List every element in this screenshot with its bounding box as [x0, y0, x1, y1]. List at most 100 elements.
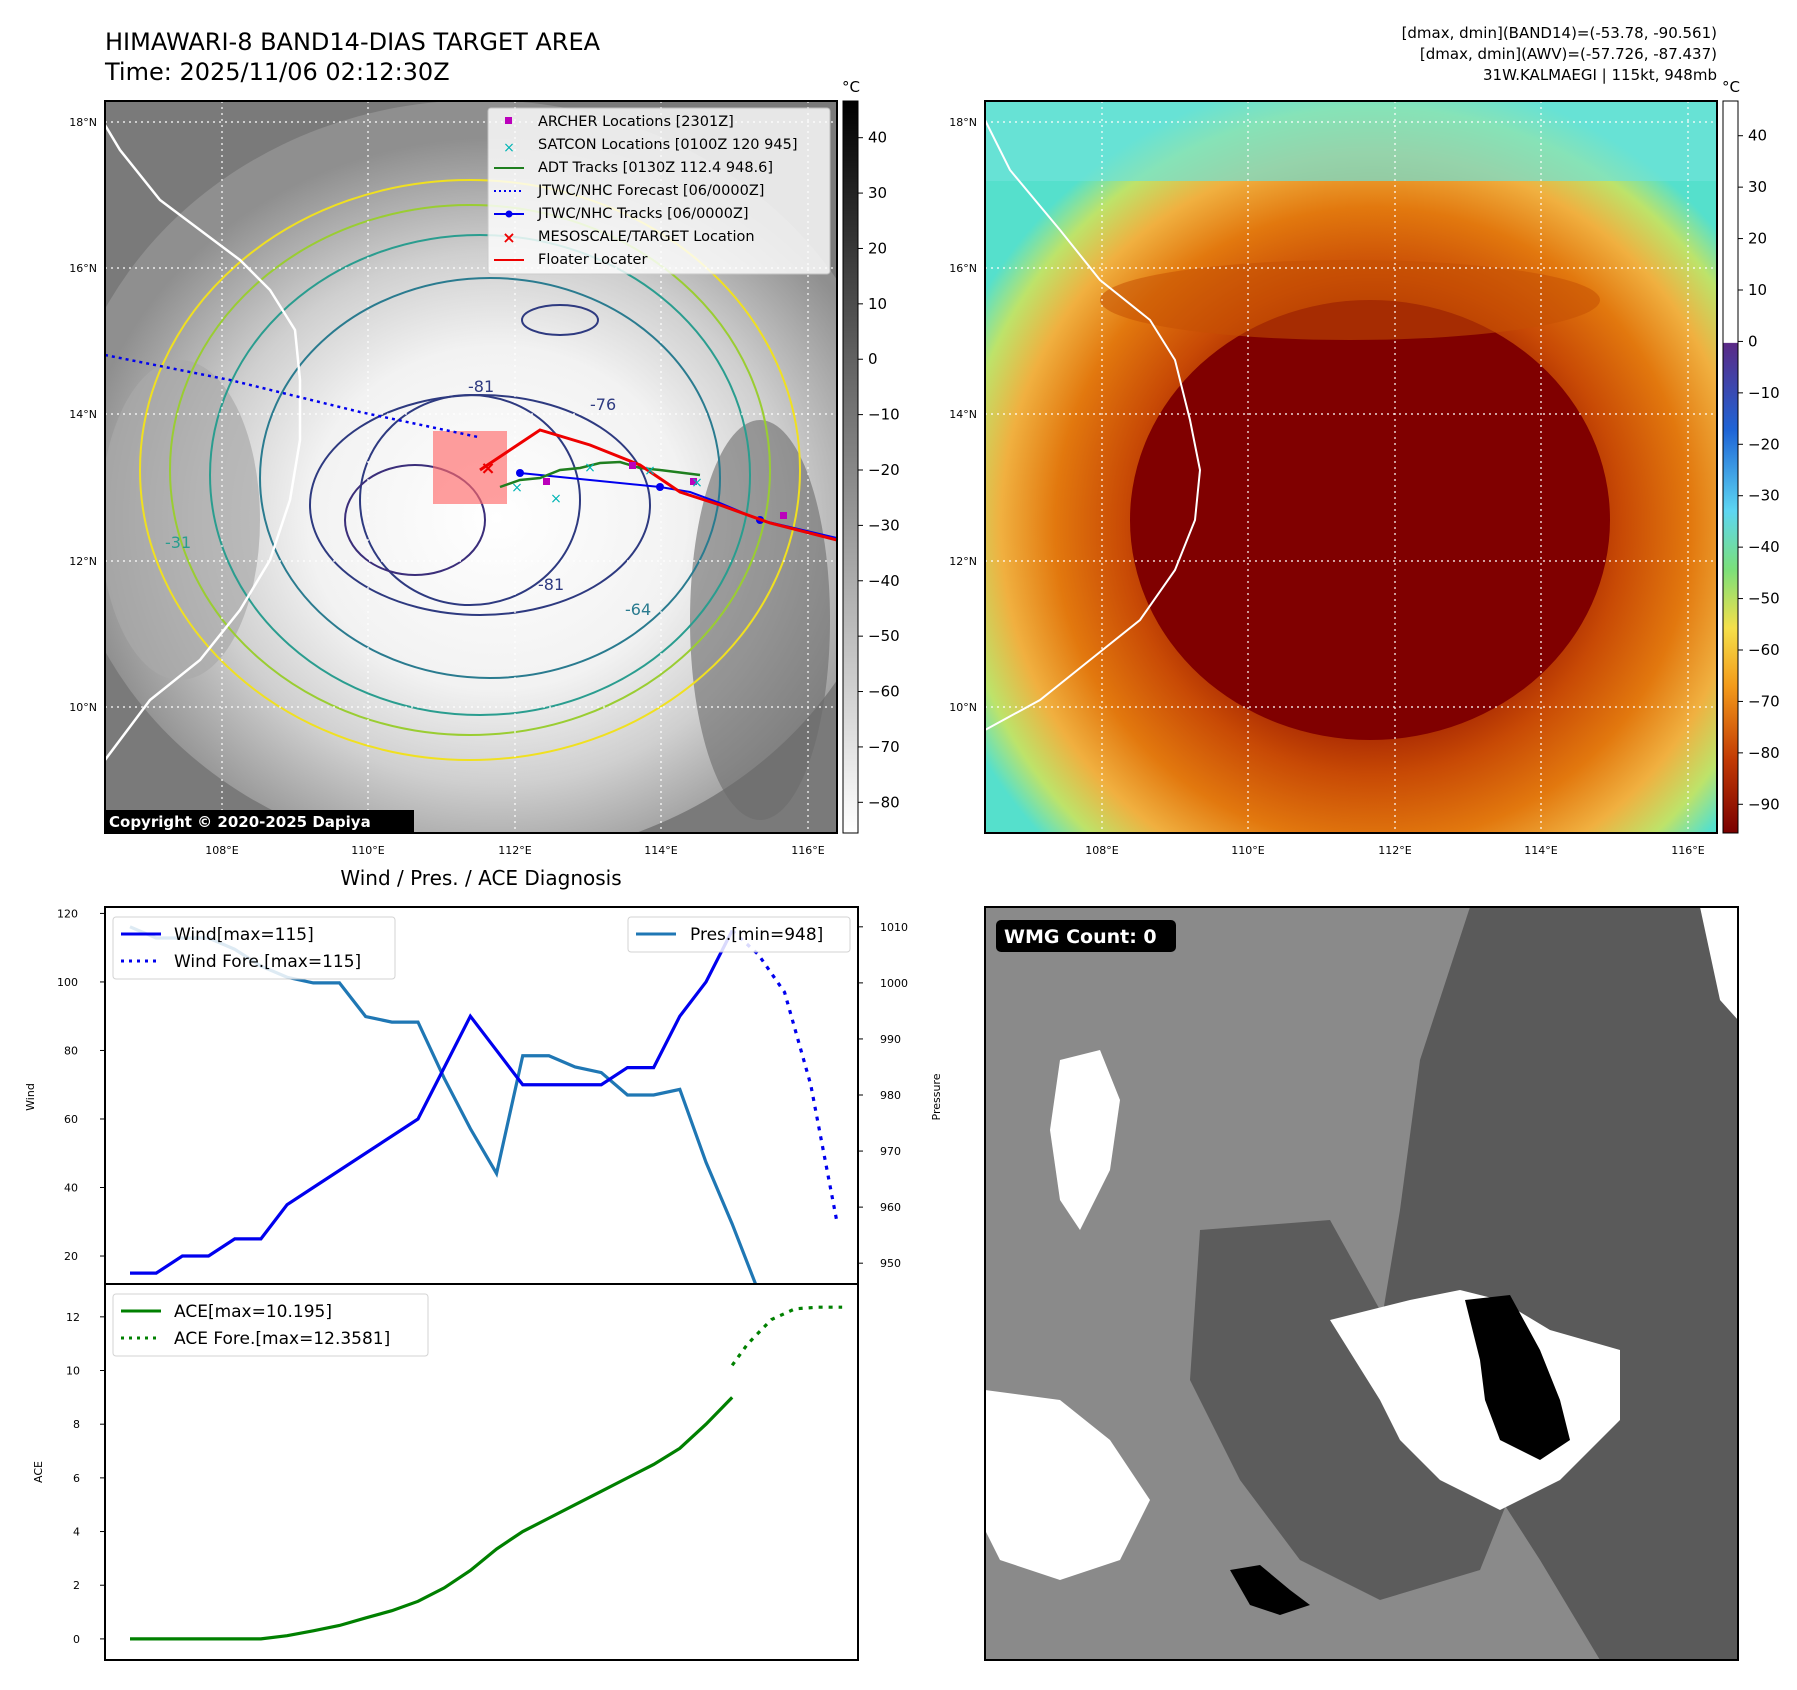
wmg-white-region-top — [1050, 1050, 1120, 1230]
awv-lon-label: 110°E — [1231, 844, 1264, 857]
ir-colorbar-tick-label: −60 — [868, 683, 900, 701]
satcon-marker: × — [550, 491, 562, 507]
pressure-y-tick-label: 980 — [880, 1089, 901, 1102]
wind-y-ticks: 20 40 60 80 100 120 — [57, 907, 105, 1263]
awv-map-image — [985, 101, 1717, 833]
legend-label-floater: Floater Locater — [538, 252, 647, 268]
ir-lat-label: 14°N — [69, 408, 97, 421]
awv-colorbar — [1722, 100, 1739, 834]
awv-coastline — [985, 119, 1202, 731]
legend-label-wind-forecast: Wind Fore.[max=115] — [174, 952, 361, 972]
adt-track-line — [499, 460, 701, 489]
legend-label-archer: ARCHER Locations [2301Z] — [538, 114, 734, 130]
ir-colorbar-tick-label: −50 — [868, 627, 900, 645]
ir-colorbar-tick-label: 0 — [868, 350, 878, 368]
wmg-black-region — [1465, 1295, 1570, 1460]
satcon-marker: × — [691, 475, 703, 491]
wmg-frame — [984, 906, 1739, 1661]
awv-lon-label: 114°E — [1524, 844, 1557, 857]
wmg-dark-region — [1380, 907, 1738, 1660]
ace-y-label: ACE — [32, 1461, 45, 1483]
awv-lon-label: 112°E — [1378, 844, 1411, 857]
coastline — [105, 124, 302, 761]
ace-line — [130, 1396, 734, 1641]
legend-icon-archer — [505, 117, 512, 124]
awv-colorbar-tick-label: 30 — [1748, 178, 1767, 196]
wmg-count-text: WMG Count: 0 — [1004, 926, 1157, 948]
ir-lon-label: 108°E — [205, 844, 238, 857]
jtwc-forecast-line — [105, 353, 479, 439]
ir-lat-labels: 18°N 16°N 14°N 12°N 10°N — [69, 116, 97, 714]
awv-colorbar-ticks: 40 30 20 10 0 −10 −20 −30 −40 −50 −60 −70 −80 −90 — [1738, 127, 1780, 813]
ir-colorbar-tick-label: 30 — [868, 184, 887, 202]
ir-lon-label: 112°E — [498, 844, 531, 857]
legend-label-pressure: Pres.[min=948] — [690, 925, 823, 945]
ir-colorbar-tick-label: −80 — [868, 793, 900, 811]
contour-dark3 — [344, 464, 486, 576]
legend-label-ace-forecast: ACE Fore.[max=12.3581] — [174, 1329, 390, 1349]
legend-icon-meso: × — [502, 228, 515, 247]
legend-label-jtwc-forecast: JTWC/NHC Forecast [06/0000Z] — [537, 183, 764, 199]
awv-gridlines — [985, 101, 1717, 833]
ir-lon-label: 110°E — [351, 844, 384, 857]
ir-lat-label: 12°N — [69, 555, 97, 568]
contour-label-1: -81 — [468, 377, 494, 396]
awv-colorbar-tick-label: −90 — [1748, 795, 1780, 813]
ir-colorbar-tick-label: −10 — [868, 406, 900, 424]
ir-lon-labels: 108°E 110°E 112°E 114°E 116°E — [205, 844, 824, 857]
ir-colorbar-tick-label: −20 — [868, 461, 900, 479]
ir-colorbar — [842, 100, 859, 834]
contour-label-2: -76 — [590, 395, 616, 414]
awv-lat-label: 18°N — [949, 116, 977, 129]
awv-colorbar-tick-label: −60 — [1748, 641, 1780, 659]
contour-label-3: -81 — [538, 575, 564, 594]
wind-y-tick-label: 100 — [57, 976, 78, 989]
ir-map-panel: -81 -76 -81 -64 -31 × × × — [69, 78, 900, 857]
pressure-legend: Pres.[min=948] — [627, 916, 851, 953]
ir-colorbar-tick-label: −30 — [868, 516, 900, 534]
awv-map-frame — [984, 100, 1718, 834]
awv-map-panel: 18°N 16°N 14°N 12°N 10°N 108°E 110°E 112… — [949, 78, 1779, 857]
satcon-marker: × — [584, 460, 596, 476]
ir-map-frame — [104, 100, 838, 834]
wmg-dark-region-2 — [1190, 1220, 1520, 1600]
wind-y-tick-label: 40 — [64, 1182, 78, 1195]
wmg-black-region-2 — [1230, 1565, 1310, 1615]
contour-label-5: -31 — [165, 533, 191, 552]
target-area-box — [433, 431, 507, 504]
ace-y-tick-label: 0 — [73, 1633, 80, 1646]
contour-teal — [209, 234, 751, 716]
ace-y-tick-label: 6 — [73, 1472, 80, 1485]
pressure-y-tick-label: 1010 — [880, 921, 908, 934]
ace-y-ticks: 0 2 4 6 8 10 12 — [66, 1311, 105, 1646]
pressure-y-ticks: 950 960 970 980 990 1000 1010 — [858, 921, 908, 1270]
wmg-count-badge — [996, 920, 1176, 952]
mesoscale-target-marker: × — [480, 458, 495, 479]
diagnosis-title: Wind / Pres. / ACE Diagnosis — [340, 866, 621, 890]
contour-dark2 — [359, 394, 581, 606]
archer-marker — [543, 478, 550, 485]
ir-lat-label: 18°N — [69, 116, 97, 129]
info-band14-range: [dmax, dmin](BAND14)=(-53.78, -90.561) — [1402, 24, 1717, 42]
pressure-y-tick-label: 950 — [880, 1257, 901, 1270]
ace-y-tick-label: 10 — [66, 1365, 80, 1378]
legend-label-meso: MESOSCALE/TARGET Location — [538, 229, 755, 245]
satcon-marker: × — [644, 463, 656, 479]
legend-label-jtwc-track: JTWC/NHC Tracks [06/0000Z] — [537, 206, 749, 222]
ir-colorbar-tick-label: −40 — [868, 572, 900, 590]
awv-colorbar-tick-label: −70 — [1748, 692, 1780, 710]
awv-lat-label: 16°N — [949, 262, 977, 275]
info-awv-range: [dmax, dmin](AWV)=(-57.726, -87.437) — [1420, 45, 1717, 63]
jtwc-track-point — [656, 483, 664, 491]
ir-lat-label: 10°N — [69, 701, 97, 714]
wind-legend: Wind[max=115] Wind Fore.[max=115] — [112, 916, 396, 980]
ace-chart: 0 2 4 6 8 10 12 ACE ACE[max=10.195] ACE Fore.[… — [32, 1283, 859, 1661]
awv-colorbar-tick-label: −80 — [1748, 744, 1780, 762]
wmg-panel: WMG Count: 0 — [984, 906, 1739, 1661]
ace-legend: ACE[max=10.195] ACE Fore.[max=12.3581] — [112, 1293, 429, 1357]
awv-lat-label: 10°N — [949, 701, 977, 714]
archer-marker — [629, 462, 636, 469]
satcon-marker: × — [511, 480, 523, 496]
legend-label-ace: ACE[max=10.195] — [174, 1302, 332, 1322]
pressure-y-tick-label: 960 — [880, 1201, 901, 1214]
